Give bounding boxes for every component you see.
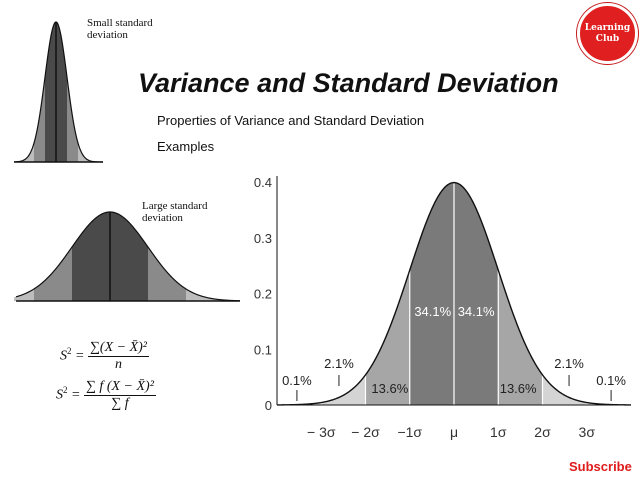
percent-label: 2.1% <box>554 356 584 371</box>
bell-band <box>186 288 224 301</box>
percent-label: 34.1% <box>458 304 495 319</box>
bell-band <box>56 22 67 162</box>
distribution-curve <box>276 181 632 406</box>
y-tick-label: 0.4 <box>254 175 272 190</box>
y-tick-label: 0 <box>265 398 272 413</box>
percent-label: 2.1% <box>324 356 354 371</box>
logo-line-2: Club <box>595 33 620 44</box>
region-2 <box>321 374 366 405</box>
region-5 <box>454 182 499 405</box>
x-tick-label: μ <box>450 424 458 440</box>
region-7 <box>542 374 587 405</box>
y-tick-label: 0.3 <box>254 231 272 246</box>
percent-label: 0.1% <box>596 373 626 388</box>
x-tick-label: − 2σ <box>351 424 380 440</box>
percent-label: 13.6% <box>500 381 537 396</box>
region-4 <box>409 182 454 405</box>
bell-band <box>72 212 110 301</box>
large-sd-label: Large standard deviation <box>142 200 208 224</box>
bell-band <box>78 143 89 162</box>
percent-label: 34.1% <box>414 304 451 319</box>
logo-line-1: Learning <box>584 22 631 33</box>
x-tick-label: − 3σ <box>307 424 336 440</box>
normal-distribution-chart: 0.4 0.3 0.2 0.1 0 − 3σ − 2σ −1σ μ 1σ 2σ 3σ 0.1% 2.1% 1… <box>254 175 632 440</box>
subscribe-button[interactable]: Subscribe <box>569 459 632 474</box>
menu-item-properties[interactable]: Properties of Variance and Standard Devi… <box>157 113 425 128</box>
y-tick-label: 0.1 <box>254 342 272 357</box>
page-title: Variance and Standard Deviation <box>138 68 559 98</box>
large-sd-distribution <box>14 211 241 302</box>
bell-band <box>45 22 56 162</box>
x-tick-label: −1σ <box>397 424 422 440</box>
bell-band <box>110 212 148 301</box>
weighted-variance-formula: S2 = ∑ f (X − X̄)² ∑ f <box>56 379 156 411</box>
small-sd-label: Small standard deviation <box>87 17 153 41</box>
x-tick-label: 1σ <box>490 424 507 440</box>
menu-item-examples[interactable]: Examples <box>157 139 215 154</box>
percent-label: 13.6% <box>371 381 408 396</box>
y-tick-label: 0.2 <box>254 287 272 302</box>
bell-band <box>23 143 34 162</box>
variance-formula: S2 = ∑(X − X̄)² n <box>60 340 150 372</box>
x-tick-label: 3σ <box>579 424 596 440</box>
percent-label: 0.1% <box>282 373 312 388</box>
small-sd-distribution <box>13 21 104 163</box>
x-tick-label: 2σ <box>534 424 551 440</box>
learning-club-logo: Learning Club <box>577 3 638 64</box>
